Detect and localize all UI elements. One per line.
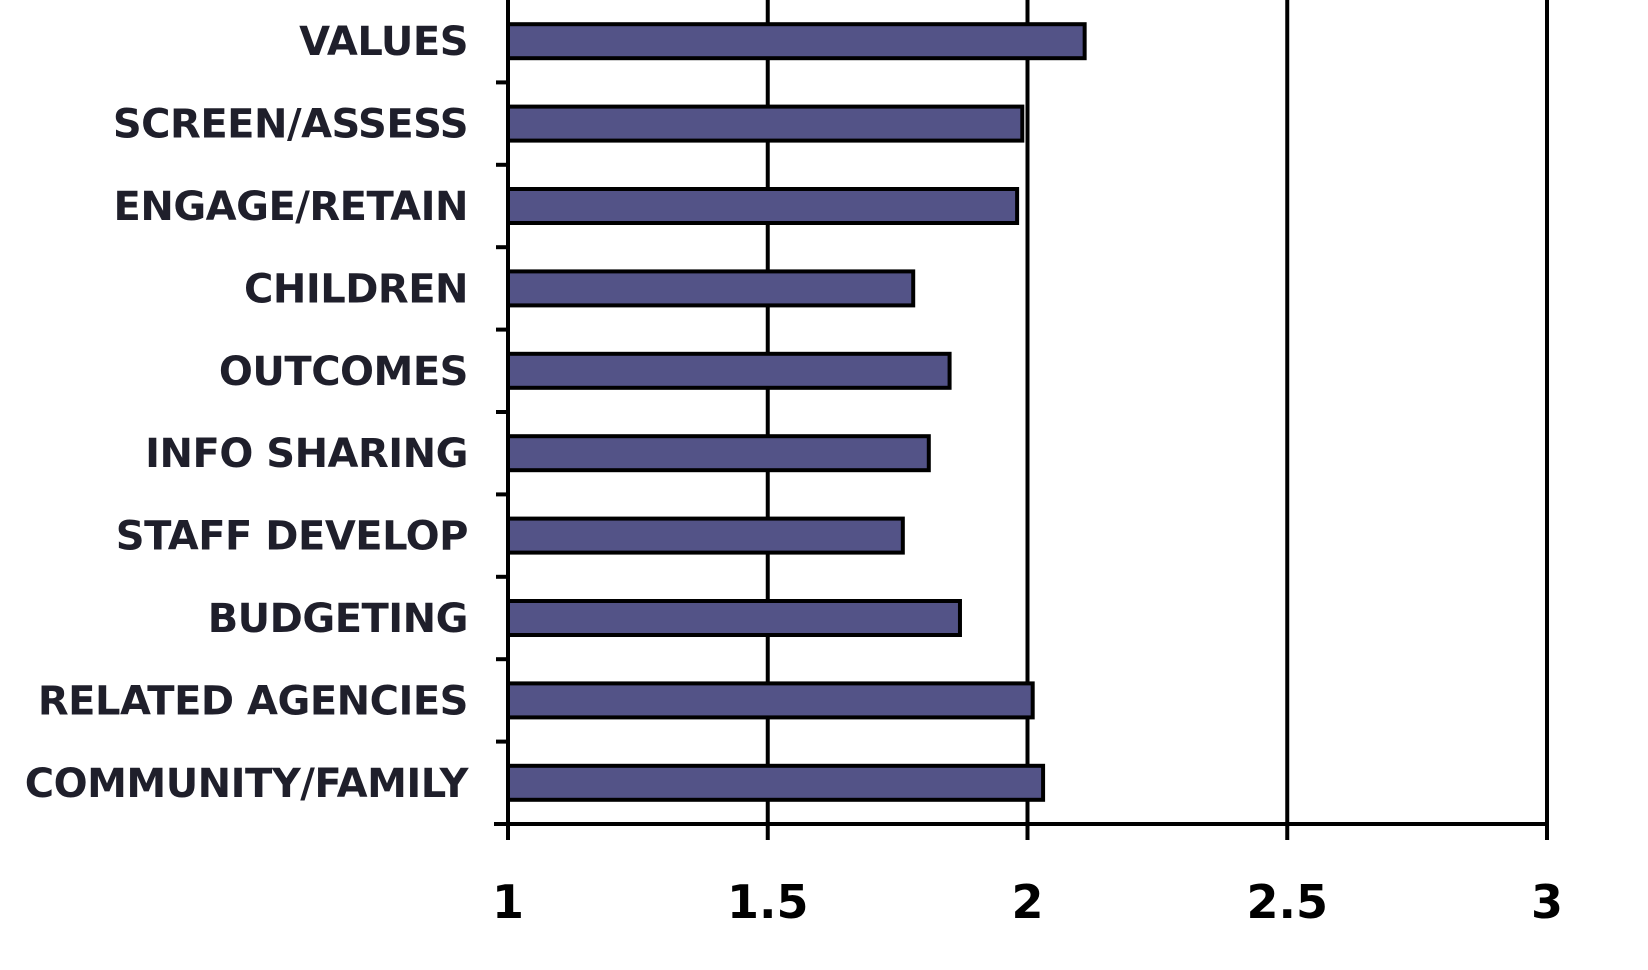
bar-staff-develop: [506, 516, 905, 555]
x-tick-label: 1.5: [727, 875, 809, 929]
x-tick-labels: 1 1.5 2 2.5 3: [492, 875, 1563, 929]
bar-community-family: [506, 763, 1046, 802]
bar-related-agencies: [506, 681, 1035, 720]
bar-budgeting: [506, 599, 962, 637]
x-tick-label: 1: [492, 875, 524, 929]
category-label: RELATED AGENCIES: [38, 678, 468, 724]
bar-outcomes: [506, 351, 952, 390]
category-label: STAFF DEVELOP: [116, 514, 468, 560]
bar-engage-retain: [506, 187, 1020, 225]
x-tick-label: 2: [1011, 875, 1043, 929]
category-label: ENGAGE/RETAIN: [114, 184, 468, 230]
bar-screen-assess: [506, 104, 1025, 143]
category-label: BUDGETING: [208, 596, 468, 642]
x-tick-label: 3: [1531, 875, 1563, 929]
bars: [506, 22, 1087, 802]
bar-values: [506, 22, 1087, 61]
category-label: SCREEN/ASSESS: [113, 102, 468, 148]
category-labels: VALUES SCREEN/ASSESS ENGAGE/RETAIN CHILDREN…: [25, 19, 470, 807]
category-label: COMMUNITY/FAMILY: [25, 761, 470, 807]
category-label: INFO SHARING: [145, 431, 468, 477]
category-label: OUTCOMES: [219, 349, 468, 395]
bar-info-sharing: [506, 434, 931, 473]
category-label: VALUES: [299, 19, 468, 65]
category-label: CHILDREN: [244, 266, 468, 312]
bar-children: [506, 269, 916, 308]
axes: [494, 0, 1549, 840]
x-tick-label: 2.5: [1247, 875, 1329, 929]
